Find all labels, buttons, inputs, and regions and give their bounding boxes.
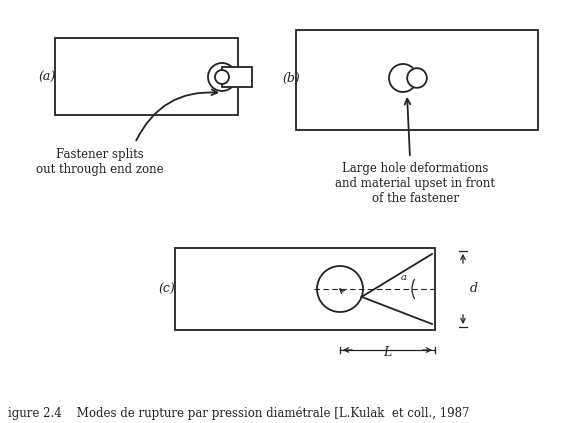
Circle shape [208, 63, 236, 91]
Bar [296, 30, 538, 130]
Bar [222, 67, 252, 87]
Text: d: d [470, 283, 478, 296]
Text: (c): (c) [158, 283, 175, 296]
Circle shape [407, 68, 427, 88]
Circle shape [389, 64, 417, 92]
Bar [55, 38, 238, 115]
Text: igure 2.4    Modes de rupture par pression diamétrale [L.Kulak  et coll., 1987: igure 2.4 Modes de rupture par pression … [8, 407, 470, 420]
Circle shape [215, 70, 229, 84]
Text: L: L [384, 346, 392, 359]
Bar [175, 248, 435, 330]
Text: (a): (a) [38, 71, 55, 83]
Text: Large hole deformations
and material upset in front
of the fastener: Large hole deformations and material ups… [335, 162, 495, 205]
Circle shape [317, 266, 363, 312]
Text: a: a [401, 273, 407, 282]
Text: Fastener splits
out through end zone: Fastener splits out through end zone [36, 148, 164, 176]
Text: (b): (b) [282, 71, 300, 85]
